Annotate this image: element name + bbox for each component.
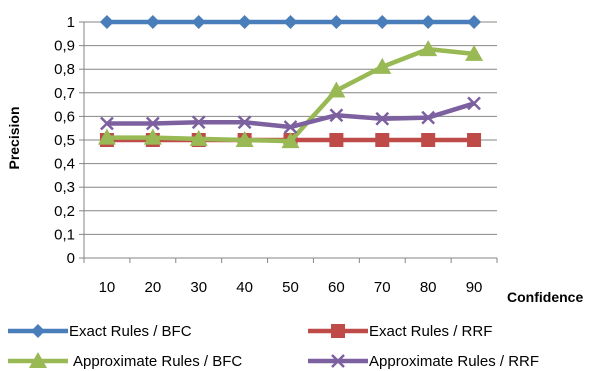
x-marker xyxy=(145,116,160,131)
x-marker xyxy=(191,115,206,130)
x-marker xyxy=(375,111,390,126)
y-tick-label: 0,3 xyxy=(54,179,75,196)
x-marker xyxy=(237,115,252,130)
triangle-marker xyxy=(189,129,208,146)
y-tick-label: 0,8 xyxy=(54,61,75,78)
y-tick-label: 0,5 xyxy=(54,132,75,149)
x-marker-stroke xyxy=(375,111,390,126)
x-tick-label: 90 xyxy=(466,279,483,296)
x-tick-label: 60 xyxy=(328,279,345,296)
y-tick-label: 0,7 xyxy=(54,85,75,102)
x-tick-label: 40 xyxy=(236,279,253,296)
triangle-marker xyxy=(29,352,47,368)
legend: Exact Rules / BFC Exact Rules / RRF Approx… xyxy=(8,323,539,370)
x-tick-label: 80 xyxy=(420,279,437,296)
x-marker-stroke xyxy=(237,115,252,130)
x-marker-stroke xyxy=(145,116,160,131)
legend-item: Approximate Rules / BFC xyxy=(8,352,242,370)
y-tick-label: 0,6 xyxy=(54,108,75,125)
x-marker xyxy=(467,96,481,111)
diamond-marker xyxy=(375,15,390,29)
diamond-marker xyxy=(99,15,114,29)
x-tick-label: 50 xyxy=(282,279,299,296)
legend-label: Approximate Rules / BFC xyxy=(73,353,242,370)
x-marker-stroke xyxy=(329,108,344,123)
triangle-marker xyxy=(327,81,346,98)
x-tick-label: 30 xyxy=(190,279,207,296)
y-tick-label: 1 xyxy=(67,14,75,31)
series-group xyxy=(97,15,484,149)
x-marker-stroke xyxy=(331,354,345,368)
axes xyxy=(79,21,498,263)
triangle-marker xyxy=(97,128,116,145)
x-marker xyxy=(283,120,298,134)
square-marker xyxy=(421,133,436,147)
x-marker-stroke xyxy=(467,96,481,111)
triangle-marker xyxy=(373,57,392,74)
x-marker-stroke xyxy=(100,116,114,131)
y-axis-title: Precision xyxy=(6,106,22,169)
legend-label: Exact Rules / BFC xyxy=(69,323,192,340)
series xyxy=(97,40,484,149)
triangle-marker xyxy=(419,40,438,57)
x-marker-stroke xyxy=(421,110,436,125)
diamond-marker xyxy=(145,15,160,29)
diamond-marker xyxy=(467,15,482,29)
square-marker xyxy=(375,133,390,147)
diamond-marker xyxy=(329,15,344,29)
y-tick-label: 0,9 xyxy=(54,38,75,55)
x-tick-label: 10 xyxy=(99,279,116,296)
diamond-marker xyxy=(31,324,45,338)
legend-item: Exact Rules / BFC xyxy=(8,323,192,340)
triangle-marker xyxy=(235,131,254,147)
x-marker xyxy=(100,116,114,131)
series xyxy=(99,15,482,29)
triangle-marker xyxy=(465,44,484,61)
x-axis-title: Confidence xyxy=(507,289,583,305)
x-marker-stroke xyxy=(283,120,298,134)
square-marker xyxy=(467,133,482,147)
triangle-marker xyxy=(281,132,300,149)
tick-labels: 0 0,1 0,2 0,3 0,4 0,5 0,6 0,7 0,8 0,9 1 10 20 30 40 50 6… xyxy=(54,14,482,296)
y-tick-label: 0,4 xyxy=(54,156,75,173)
diamond-marker xyxy=(421,15,436,29)
square-marker xyxy=(331,324,345,338)
legend-item: Exact Rules / RRF xyxy=(308,323,492,340)
triangle-marker xyxy=(143,128,162,145)
diamond-marker xyxy=(237,15,252,29)
x-tick-label: 20 xyxy=(144,279,161,296)
x-marker xyxy=(331,354,345,368)
x-marker-stroke xyxy=(191,115,206,130)
x-tick-label: 70 xyxy=(374,279,391,296)
x-marker xyxy=(421,110,436,125)
y-tick-label: 0 xyxy=(67,250,75,267)
diamond-marker xyxy=(191,15,206,29)
square-marker xyxy=(329,133,344,147)
series xyxy=(100,96,481,134)
x-marker xyxy=(329,108,344,123)
legend-label: Approximate Rules / RRF xyxy=(369,353,539,370)
diamond-marker xyxy=(283,15,298,29)
legend-item: Approximate Rules / RRF xyxy=(308,353,539,370)
legend-label: Exact Rules / RRF xyxy=(369,323,492,340)
y-tick-label: 0,1 xyxy=(54,226,75,243)
y-tick-label: 0,2 xyxy=(54,203,75,220)
series-line xyxy=(106,101,475,130)
